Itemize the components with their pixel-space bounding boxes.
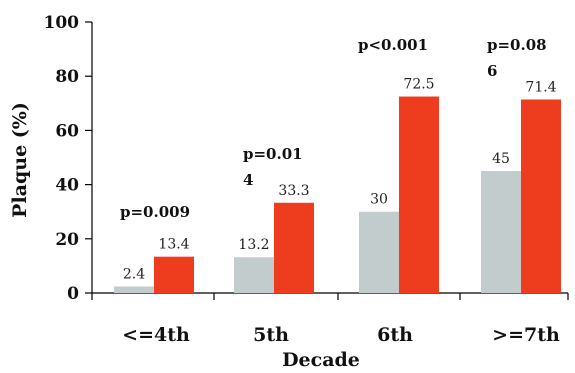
p-value-annotations: p=0.009 p=0.01 4 p<0.001 p=0.08 6 [120, 36, 547, 221]
p-value-annotation: p<0.001 [358, 36, 428, 54]
x-category-label: 5th [253, 324, 289, 346]
x-axis: <=4th 5th 6th >=7th [91, 292, 569, 346]
bar-value-label: 71.4 [525, 80, 556, 96]
bar-value-label: 30 [370, 192, 388, 208]
bar [399, 96, 439, 294]
p-value-annotation: p=0.01 [243, 145, 303, 163]
bar [154, 256, 194, 293]
bar-value-label: 45 [492, 151, 510, 167]
y-tick-label: 40 [55, 176, 79, 196]
y-tick-label: 0 [67, 284, 79, 304]
bar [234, 257, 274, 293]
data-labels: 2.4 13.2 30 45 13.4 33.3 72.5 71.4 [123, 77, 557, 283]
y-tick-label: 80 [55, 67, 79, 87]
x-axis-title: Decade [282, 349, 360, 371]
bar [481, 171, 521, 293]
p-value-annotation: p=0.08 [487, 36, 547, 54]
y-axis-title: Plaque (%) [9, 102, 31, 218]
bar-value-label: 13.4 [158, 237, 189, 253]
p-value-annotation: 6 [487, 62, 497, 80]
bar-value-label: 2.4 [123, 266, 145, 282]
x-category-label: <=4th [122, 324, 190, 346]
bar-value-label: 72.5 [403, 77, 434, 93]
bar [359, 211, 399, 293]
y-tick-label: 60 [55, 121, 79, 141]
x-category-label: 6th [377, 324, 413, 346]
p-value-annotation: p=0.009 [120, 203, 190, 221]
p-value-annotation: 4 [243, 171, 253, 189]
bar-value-label: 33.3 [278, 183, 309, 199]
x-category-label: >=7th [492, 324, 560, 346]
bar [274, 202, 314, 293]
y-tick-label: 20 [55, 230, 79, 250]
bars [114, 96, 561, 294]
bar [114, 286, 154, 293]
bar-value-label: 13.2 [238, 237, 269, 253]
y-tick-label: 100 [44, 13, 80, 33]
y-axis: 0 20 40 60 80 100 [44, 13, 93, 304]
bar [521, 99, 561, 293]
